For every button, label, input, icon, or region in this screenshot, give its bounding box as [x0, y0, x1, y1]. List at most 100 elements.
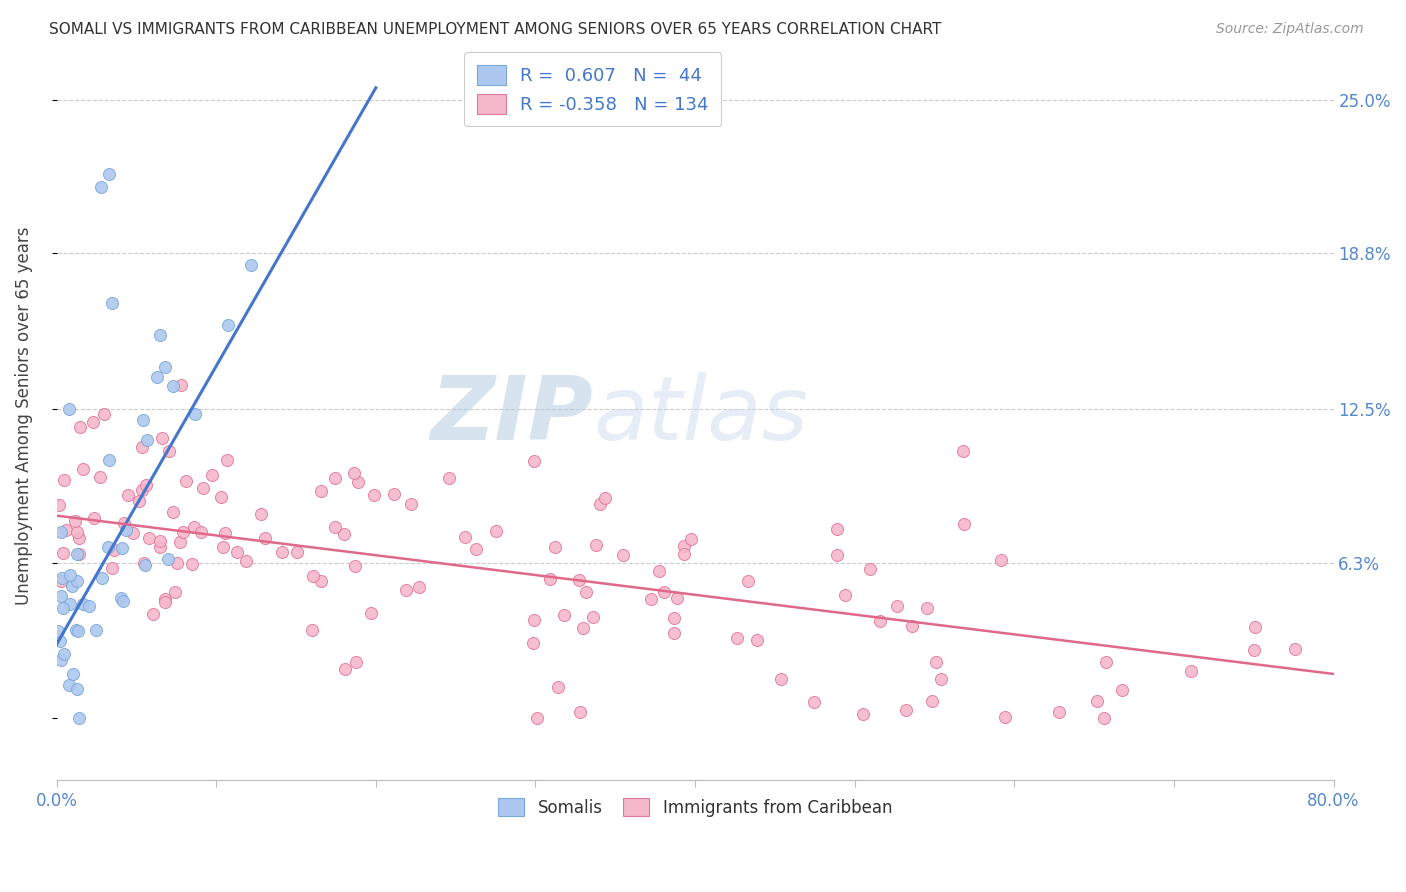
Point [66, 547, 89, 561]
Point [136, 434, 159, 448]
Point [162, 504, 184, 518]
Point [121, 525, 143, 540]
Point [666, 591, 689, 606]
Point [679, 533, 702, 547]
Point [333, 526, 356, 541]
Point [852, 706, 875, 721]
Point [886, 599, 908, 613]
Point [673, 547, 696, 561]
Point [547, 680, 569, 694]
Point [65, 624, 87, 638]
Point [399, 497, 422, 511]
Point [344, 655, 367, 669]
Point [343, 466, 366, 480]
Point [163, 585, 186, 599]
Point [253, 531, 276, 545]
Point [52, 601, 75, 615]
Point [437, 471, 460, 485]
Point [112, 516, 135, 530]
Point [153, 359, 176, 374]
Point [921, 694, 943, 708]
Point [103, 543, 125, 558]
Point [673, 540, 696, 554]
Point [725, 631, 748, 645]
Point [111, 541, 134, 556]
Point [149, 540, 172, 554]
Point [994, 709, 1017, 723]
Point [63, 514, 86, 528]
Point [170, 377, 193, 392]
Point [522, 636, 544, 650]
Point [952, 444, 974, 458]
Point [929, 672, 952, 686]
Point [48, 633, 70, 648]
Point [62, 667, 84, 681]
Point [250, 507, 273, 521]
Point [77, 599, 100, 614]
Point [66, 624, 89, 638]
Point [323, 520, 346, 534]
Point [66, 525, 89, 540]
Point [58, 402, 80, 417]
Point [98, 453, 121, 467]
Point [225, 545, 247, 559]
Point [110, 591, 132, 605]
Point [135, 477, 157, 491]
Point [915, 600, 938, 615]
Y-axis label: Unemployment Among Seniors over 65 years: Unemployment Among Seniors over 65 years [15, 227, 32, 605]
Point [1092, 711, 1115, 725]
Point [149, 533, 172, 548]
Point [585, 538, 607, 552]
Point [1243, 620, 1265, 634]
Point [58, 678, 80, 692]
Text: atlas: atlas [593, 373, 808, 458]
Point [1180, 665, 1202, 679]
Text: ZIP: ZIP [430, 372, 593, 459]
Point [162, 379, 184, 393]
Point [209, 490, 232, 504]
Point [97, 541, 120, 555]
Point [395, 583, 418, 598]
Point [465, 541, 488, 556]
Point [582, 610, 605, 624]
Point [82, 415, 104, 429]
Point [174, 475, 197, 489]
Point [172, 525, 194, 540]
Point [184, 407, 207, 421]
Point [132, 413, 155, 427]
Point [101, 561, 124, 575]
Point [49, 524, 72, 539]
Point [1085, 694, 1108, 708]
Point [900, 619, 922, 633]
Point [593, 491, 616, 505]
Point [335, 662, 357, 676]
Point [131, 441, 153, 455]
Point [640, 591, 662, 606]
Point [662, 611, 685, 625]
Point [181, 558, 204, 572]
Point [652, 584, 675, 599]
Point [953, 517, 976, 532]
Point [55, 524, 77, 538]
Point [485, 524, 508, 538]
Text: SOMALI VS IMMIGRANTS FROM CARIBBEAN UNEMPLOYMENT AMONG SENIORS OVER 65 YEARS COR: SOMALI VS IMMIGRANTS FROM CARIBBEAN UNEM… [49, 22, 942, 37]
Point [825, 522, 848, 536]
Point [60, 579, 83, 593]
Point [347, 475, 370, 490]
Point [924, 656, 946, 670]
Point [737, 574, 759, 588]
Point [211, 540, 233, 554]
Point [153, 592, 176, 607]
Point [155, 595, 177, 609]
Point [150, 432, 173, 446]
Point [190, 525, 212, 540]
Point [128, 494, 150, 508]
Point [745, 632, 768, 647]
Point [65, 574, 87, 588]
Text: Source: ZipAtlas.com: Source: ZipAtlas.com [1216, 22, 1364, 37]
Point [157, 444, 180, 458]
Point [803, 695, 825, 709]
Point [309, 574, 332, 588]
Point [217, 318, 239, 332]
Point [49, 574, 72, 588]
